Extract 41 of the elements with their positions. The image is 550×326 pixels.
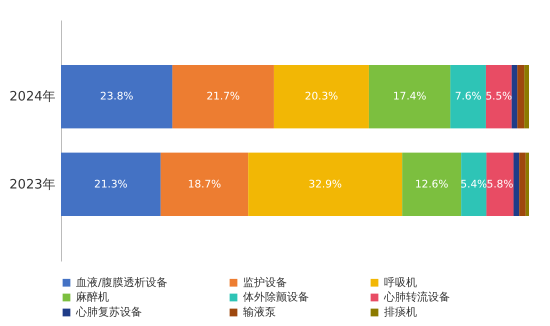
bar (461, 152, 486, 216)
legend-label: 心肺转流设备 (383, 290, 450, 304)
data-label: 21.3% (94, 178, 128, 190)
bar (61, 65, 172, 128)
bar (450, 65, 486, 128)
legend-label: 心肺复苏设备 (75, 306, 142, 318)
legend-label: 血液/腹膜透析设备 (76, 276, 168, 289)
bar (512, 65, 518, 128)
data-label: 32.9% (308, 178, 342, 190)
data-label: 18.7% (188, 178, 222, 190)
legend-label: 输液泵 (243, 306, 276, 318)
bar (248, 152, 402, 216)
bar (486, 152, 514, 216)
bar (402, 152, 462, 216)
data-label: 5.5% (485, 90, 512, 103)
bar (526, 152, 529, 216)
y-tick-label: 2023年 (9, 177, 56, 192)
legend-label: 体外除颤设备 (243, 290, 309, 304)
bar (517, 65, 524, 128)
data-label: 20.3% (304, 90, 338, 103)
bar (519, 152, 526, 216)
bar (368, 65, 450, 128)
data-label: 5.4% (460, 178, 488, 190)
data-label: 23.8% (100, 90, 134, 103)
bar (274, 65, 369, 128)
legend-label: 排痰机 (384, 306, 417, 318)
bar (524, 65, 529, 128)
data-label: 21.7% (206, 90, 240, 103)
data-label: 17.4% (392, 90, 426, 103)
bar (160, 152, 248, 216)
legend-label: 麻醉机 (76, 290, 109, 304)
legend-label: 呼吸机 (384, 276, 417, 289)
bar (172, 65, 274, 128)
legend-label: 监护设备 (243, 276, 287, 289)
bar (61, 152, 161, 216)
y-tick-label: 2024年 (9, 90, 56, 105)
bar (514, 152, 520, 216)
data-label: 7.6% (454, 90, 482, 103)
bar (486, 65, 512, 128)
data-label: 5.8% (486, 178, 514, 190)
data-label: 12.6% (414, 178, 448, 190)
